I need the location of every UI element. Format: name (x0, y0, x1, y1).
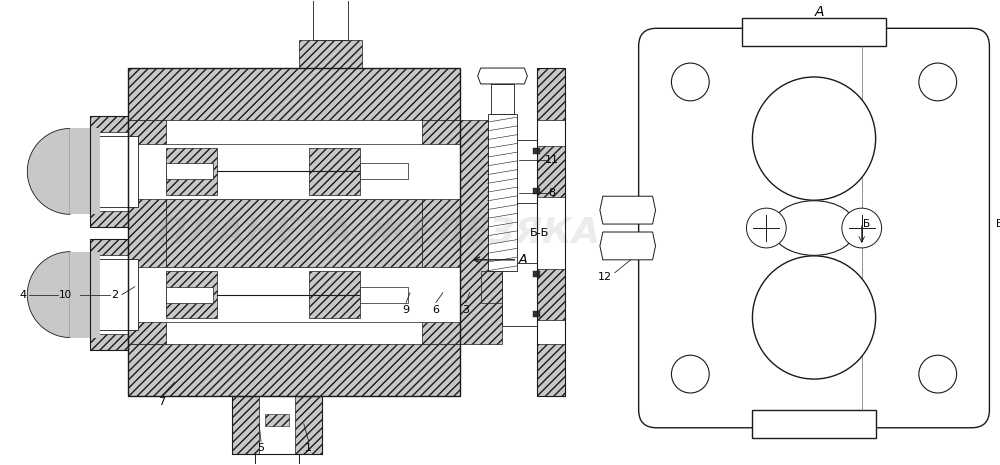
Wedge shape (27, 128, 70, 214)
Polygon shape (478, 68, 527, 84)
Bar (752, 410, 876, 438)
Text: 4: 4 (19, 290, 26, 299)
Circle shape (752, 77, 876, 200)
Bar (533, 188, 540, 194)
Circle shape (671, 355, 709, 393)
Bar (533, 147, 540, 153)
Circle shape (746, 208, 786, 248)
Bar (128, 344, 460, 396)
Text: 3: 3 (462, 305, 469, 314)
Text: 11: 11 (545, 155, 559, 166)
Bar (360, 286, 408, 303)
Bar (166, 286, 213, 303)
Bar (166, 199, 422, 267)
Bar (166, 147, 217, 195)
Bar (481, 271, 524, 303)
Bar (313, 0, 348, 40)
Circle shape (671, 63, 709, 101)
Bar (128, 267, 460, 322)
Circle shape (752, 256, 876, 379)
Polygon shape (600, 232, 656, 260)
Text: 6: 6 (432, 305, 439, 314)
Bar (491, 84, 514, 114)
Text: 10: 10 (59, 290, 72, 299)
Text: 5: 5 (258, 443, 265, 452)
Bar (166, 163, 213, 179)
Bar (742, 18, 886, 46)
Bar (255, 453, 299, 465)
Bar (533, 271, 540, 277)
Bar (90, 116, 128, 227)
Bar (60, 132, 128, 211)
Text: Б: Б (996, 219, 1000, 229)
Bar (309, 147, 360, 195)
Bar (488, 114, 517, 271)
Wedge shape (27, 252, 70, 338)
Ellipse shape (772, 201, 856, 255)
Bar (537, 269, 565, 320)
Text: 12: 12 (598, 272, 612, 282)
Bar (128, 144, 460, 199)
Bar (259, 396, 295, 453)
Bar (533, 312, 540, 318)
Bar (537, 344, 565, 396)
Bar (128, 120, 166, 344)
Bar (128, 68, 460, 120)
Text: А: А (519, 253, 528, 266)
Circle shape (919, 355, 957, 393)
Text: 8: 8 (549, 188, 556, 198)
Text: Б-Б: Б-Б (530, 228, 549, 238)
Polygon shape (600, 196, 656, 224)
Bar (232, 396, 322, 453)
Bar (70, 259, 138, 330)
Bar (60, 255, 128, 334)
Text: 1: 1 (305, 443, 312, 452)
Text: Б: Б (863, 219, 870, 229)
Bar (70, 252, 100, 338)
Text: ПЛАНЕТА ЖЕЛЕЗЯКА: ПЛАНЕТА ЖЕЛЕЗЯКА (157, 216, 600, 250)
Bar (502, 140, 537, 203)
Bar (166, 271, 217, 319)
Circle shape (919, 63, 957, 101)
Bar (70, 128, 100, 214)
Bar (360, 163, 408, 179)
Bar (90, 239, 128, 350)
Text: А: А (814, 6, 824, 20)
Bar (502, 263, 537, 326)
Bar (537, 68, 565, 120)
Text: 2: 2 (111, 290, 119, 299)
Bar (422, 120, 460, 344)
Bar (299, 40, 362, 68)
Bar (537, 146, 565, 197)
Bar (265, 414, 289, 426)
FancyBboxPatch shape (639, 28, 989, 428)
Circle shape (842, 208, 882, 248)
Text: 7: 7 (158, 397, 165, 407)
Bar (460, 120, 502, 344)
Bar (309, 271, 360, 319)
Text: 9: 9 (403, 305, 410, 314)
Bar (70, 136, 138, 207)
